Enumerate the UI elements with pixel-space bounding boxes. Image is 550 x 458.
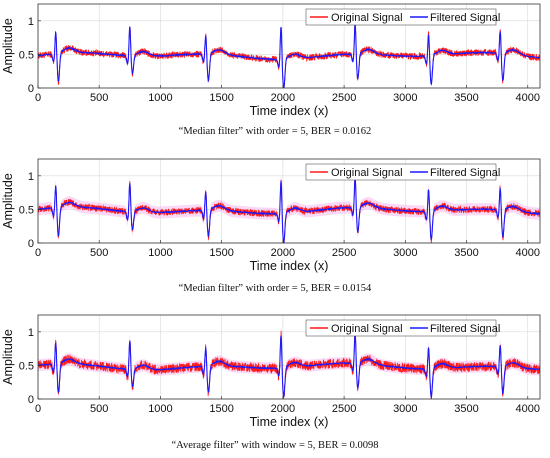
- legend-label-filtered: Filtered Signal: [430, 167, 500, 179]
- legend: Original Signal Filtered Signal: [305, 8, 500, 26]
- series-filtered-signal: [38, 333, 540, 399]
- x-axis-label: Time index (x): [250, 415, 329, 429]
- x-tick-label: 2000: [271, 247, 295, 259]
- chart-panel-3: 0 500 1000 1500 2000 2500 3000 3500 4000 0 0.5 1 Tim…: [0, 311, 550, 429]
- y-tick-label: 0: [28, 238, 34, 250]
- legend-label-filtered: Filtered Signal: [430, 323, 500, 335]
- legend-label-original: Original Signal: [331, 323, 403, 335]
- chart-1: 0 500 1000 1500 2000 2500 3000 3500 4000 0 0.5 1 Tim…: [1, 3, 541, 118]
- plot-frame: [37, 158, 541, 244]
- legend-label-original: Original Signal: [331, 12, 403, 24]
- chart-2: 0 500 1000 1500 2000 2500 3000 3500 4000 0 0.5 1 Tim…: [1, 158, 541, 273]
- chart-panel-1: 0 500 1000 1500 2000 2500 3000 3500 4000 0 0.5 1 Tim…: [0, 0, 550, 118]
- y-tick-label: 1: [28, 171, 34, 183]
- x-tick-label: 4000: [516, 403, 540, 415]
- x-tick-label: 3500: [454, 247, 478, 259]
- x-tick-label: 500: [90, 403, 108, 415]
- x-tick-label: 2000: [271, 403, 295, 415]
- chart-1-caption: “Median filter” with order = 5, BER = 0.…: [178, 126, 372, 137]
- x-tick-label: 1000: [148, 92, 172, 104]
- y-tick-label: 0.5: [19, 49, 34, 61]
- y-tick-label: 0: [28, 394, 34, 406]
- x-tick-label: 1000: [148, 403, 172, 415]
- plot-frame: [37, 314, 541, 400]
- x-tick-label: 0: [35, 92, 41, 104]
- chart-panel-2: 0 500 1000 1500 2000 2500 3000 3500 4000 0 0.5 1 Tim…: [0, 155, 550, 273]
- y-axis-label: Amplitude: [1, 18, 15, 74]
- y-tick-label: 0.5: [19, 204, 34, 216]
- x-tick-label: 4000: [516, 247, 540, 259]
- x-tick-label: 3000: [393, 247, 417, 259]
- x-tick-label: 1500: [209, 247, 233, 259]
- chart-3: 0 500 1000 1500 2000 2500 3000 3500 4000 0 0.5 1 Tim…: [1, 314, 541, 429]
- x-axis-label: Time index (x): [250, 104, 329, 118]
- plot-frame: [37, 3, 541, 89]
- legend: Original Signal Filtered Signal: [305, 319, 500, 337]
- y-tick-label: 0: [28, 83, 34, 95]
- chart-3-caption: “Average filter” with window = 5, BER = …: [171, 440, 379, 451]
- x-tick-label: 1500: [209, 92, 233, 104]
- series-original-signal: [38, 22, 540, 88]
- x-tick-label: 3000: [393, 92, 417, 104]
- chart-2-caption: “Median filter” with order = 5, BER = 0.…: [178, 283, 372, 294]
- y-tick-label: 1: [28, 16, 34, 28]
- legend-label-original: Original Signal: [331, 167, 403, 179]
- legend: Original Signal Filtered Signal: [305, 163, 500, 181]
- x-tick-label: 2000: [271, 92, 295, 104]
- y-tick-label: 0.5: [19, 360, 34, 372]
- y-axis-label: Amplitude: [1, 173, 15, 229]
- series-original-signal: [38, 330, 540, 399]
- noise-halo: [38, 171, 540, 243]
- x-tick-label: 3500: [454, 92, 478, 104]
- x-tick-label: 0: [35, 403, 41, 415]
- x-tick-label: 500: [90, 247, 108, 259]
- x-tick-label: 2500: [332, 92, 356, 104]
- y-tick-label: 1: [28, 327, 34, 339]
- x-tick-label: 2500: [332, 403, 356, 415]
- y-axis-label: Amplitude: [1, 329, 15, 385]
- legend-label-filtered: Filtered Signal: [430, 12, 500, 24]
- x-tick-label: 500: [90, 92, 108, 104]
- x-tick-label: 1000: [148, 247, 172, 259]
- x-tick-label: 0: [35, 247, 41, 259]
- series-filtered-signal: [38, 177, 540, 243]
- x-tick-label: 4000: [516, 92, 540, 104]
- x-tick-label: 2500: [332, 247, 356, 259]
- x-axis-label: Time index (x): [250, 259, 329, 273]
- x-tick-label: 3500: [454, 403, 478, 415]
- x-tick-label: 1500: [209, 403, 233, 415]
- series-filtered-signal: [38, 23, 540, 88]
- x-tick-label: 3000: [393, 403, 417, 415]
